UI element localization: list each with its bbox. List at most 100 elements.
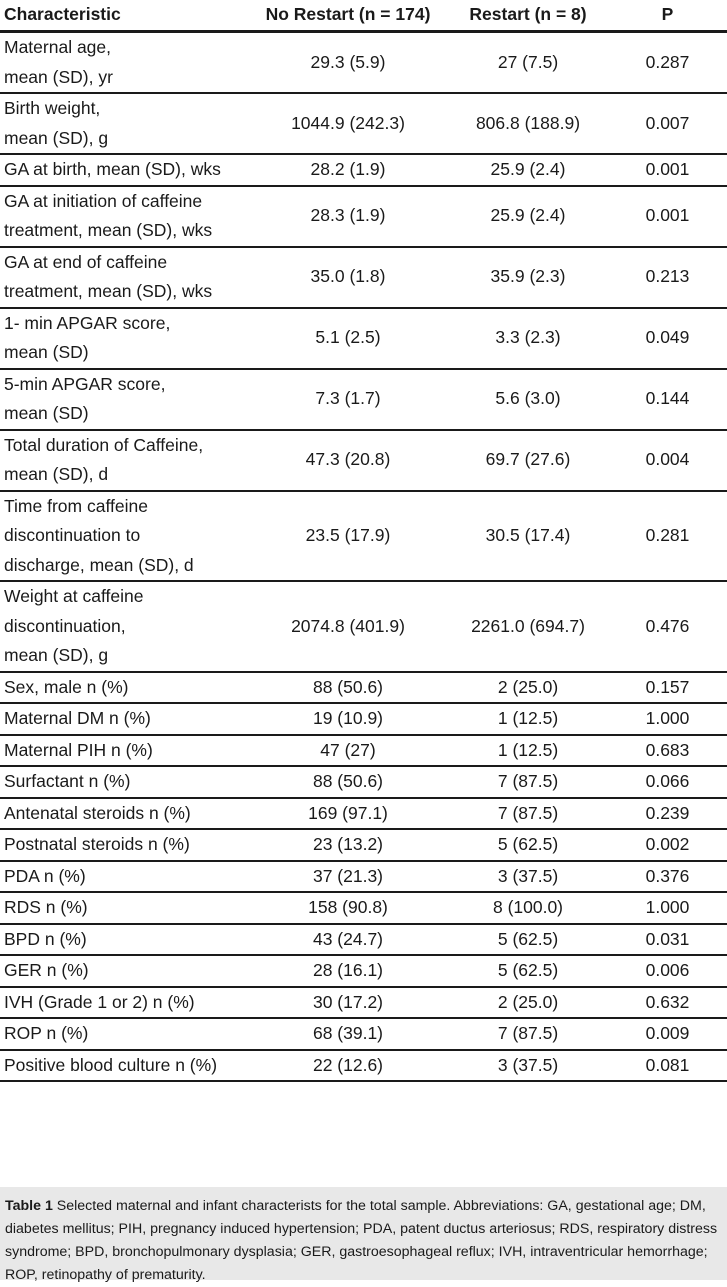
row-no-restart: 88 (50.6) [248, 671, 448, 704]
row-label: Total duration of Caffeine, mean (SD), d [0, 429, 248, 492]
row-label: 5-min APGAR score, mean (SD) [0, 368, 248, 431]
row-p-value: 0.002 [608, 829, 727, 862]
row-p-value: 0.239 [608, 797, 727, 830]
header-row: Characteristic No Restart (n = 174) Rest… [0, 0, 727, 33]
table-row: Time from caffeine discontinuation to di… [0, 490, 727, 582]
row-label: ROP n (%) [0, 1018, 248, 1051]
row-p-value: 0.287 [608, 31, 727, 94]
row-no-restart: 7.3 (1.7) [248, 368, 448, 431]
row-no-restart: 68 (39.1) [248, 1018, 448, 1051]
header-no-restart: No Restart (n = 174) [248, 0, 448, 33]
header-restart: Restart (n = 8) [448, 0, 608, 33]
table-row: Positive blood culture n (%) 22 (12.6) 3 (… [0, 1049, 727, 1082]
row-restart: 2 (25.0) [448, 986, 608, 1019]
row-label: Antenatal steroids n (%) [0, 797, 248, 830]
row-label: IVH (Grade 1 or 2) n (%) [0, 986, 248, 1019]
row-label: Weight at caffeine discontinuation, mean… [0, 581, 248, 673]
row-p-value: 0.081 [608, 1049, 727, 1082]
row-restart: 2 (25.0) [448, 671, 608, 704]
row-restart: 5.6 (3.0) [448, 368, 608, 431]
row-no-restart: 1044.9 (242.3) [248, 93, 448, 155]
row-restart: 7 (87.5) [448, 766, 608, 799]
row-restart: 27 (7.5) [448, 31, 608, 94]
row-restart: 3 (37.5) [448, 860, 608, 893]
caption-label: Table 1 [5, 1198, 53, 1214]
row-restart: 25.9 (2.4) [448, 154, 608, 187]
table-row: ROP n (%) 68 (39.1) 7 (87.5) 0.009 [0, 1018, 727, 1051]
row-p-value: 1.000 [608, 892, 727, 925]
row-no-restart: 23.5 (17.9) [248, 490, 448, 582]
row-p-value: 0.632 [608, 986, 727, 1019]
table-body: Maternal age, mean (SD), yr 29.3 (5.9) 27 … [0, 31, 727, 1082]
row-no-restart: 169 (97.1) [248, 797, 448, 830]
row-label: Positive blood culture n (%) [0, 1049, 248, 1082]
header-characteristic: Characteristic [0, 0, 248, 33]
row-label: Maternal DM n (%) [0, 703, 248, 736]
row-label: GA at end of caffeine treatment, mean (S… [0, 246, 248, 309]
row-restart: 806.8 (188.9) [448, 93, 608, 155]
row-label: GER n (%) [0, 955, 248, 988]
row-p-value: 0.376 [608, 860, 727, 893]
caption-text: Selected maternal and infant characteris… [5, 1198, 718, 1283]
table-row: Weight at caffeine discontinuation, mean… [0, 581, 727, 673]
row-label: 1- min APGAR score, mean (SD) [0, 307, 248, 370]
table-row: BPD n (%) 43 (24.7) 5 (62.5) 0.031 [0, 923, 727, 956]
row-p-value: 0.001 [608, 185, 727, 248]
row-p-value: 0.213 [608, 246, 727, 309]
row-no-restart: 43 (24.7) [248, 923, 448, 956]
row-no-restart: 23 (13.2) [248, 829, 448, 862]
row-label: Birth weight, mean (SD), g [0, 93, 248, 155]
row-restart: 2261.0 (694.7) [448, 581, 608, 673]
header-p: P [608, 0, 727, 33]
row-no-restart: 19 (10.9) [248, 703, 448, 736]
table-row: GA at birth, mean (SD), wks 28.2 (1.9) 25… [0, 154, 727, 187]
row-p-value: 0.009 [608, 1018, 727, 1051]
table-row: Antenatal steroids n (%) 169 (97.1) 7 (87.… [0, 797, 727, 830]
table-row: Maternal age, mean (SD), yr 29.3 (5.9) 27 … [0, 31, 727, 94]
row-no-restart: 22 (12.6) [248, 1049, 448, 1082]
row-label: PDA n (%) [0, 860, 248, 893]
row-restart: 35.9 (2.3) [448, 246, 608, 309]
table-row: Maternal DM n (%) 19 (10.9) 1 (12.5) 1.000 [0, 703, 727, 736]
row-no-restart: 28 (16.1) [248, 955, 448, 988]
row-no-restart: 28.3 (1.9) [248, 185, 448, 248]
table-row: GA at end of caffeine treatment, mean (S… [0, 246, 727, 309]
row-no-restart: 47.3 (20.8) [248, 429, 448, 492]
table-caption: Table 1 Selected maternal and infant cha… [0, 1187, 727, 1283]
row-label: Surfactant n (%) [0, 766, 248, 799]
row-p-value: 0.007 [608, 93, 727, 155]
row-no-restart: 5.1 (2.5) [248, 307, 448, 370]
row-p-value: 0.006 [608, 955, 727, 988]
table-row: 5-min APGAR score, mean (SD) 7.3 (1.7) 5.6… [0, 368, 727, 431]
row-restart: 7 (87.5) [448, 1018, 608, 1051]
row-restart: 3.3 (2.3) [448, 307, 608, 370]
row-label: GA at birth, mean (SD), wks [0, 154, 248, 187]
row-label: GA at initiation of caffeine treatment, … [0, 185, 248, 248]
row-no-restart: 35.0 (1.8) [248, 246, 448, 309]
table-row: GA at initiation of caffeine treatment, … [0, 185, 727, 248]
row-p-value: 0.001 [608, 154, 727, 187]
row-no-restart: 30 (17.2) [248, 986, 448, 1019]
row-label: Maternal age, mean (SD), yr [0, 31, 248, 94]
table-row: Postnatal steroids n (%) 23 (13.2) 5 (62.5… [0, 829, 727, 862]
row-no-restart: 158 (90.8) [248, 892, 448, 925]
table-row: Sex, male n (%) 88 (50.6) 2 (25.0) 0.157 [0, 671, 727, 704]
table-row: IVH (Grade 1 or 2) n (%) 30 (17.2) 2 (25.0… [0, 986, 727, 1019]
row-label: BPD n (%) [0, 923, 248, 956]
row-restart: 3 (37.5) [448, 1049, 608, 1082]
table-row: Total duration of Caffeine, mean (SD), d… [0, 429, 727, 492]
row-restart: 5 (62.5) [448, 923, 608, 956]
table-row: Maternal PIH n (%) 47 (27) 1 (12.5) 0.683 [0, 734, 727, 767]
characteristics-table: Characteristic No Restart (n = 174) Rest… [0, 0, 727, 1082]
table-row: GER n (%) 28 (16.1) 5 (62.5) 0.006 [0, 955, 727, 988]
row-no-restart: 47 (27) [248, 734, 448, 767]
table-row: 1- min APGAR score, mean (SD) 5.1 (2.5) 3.… [0, 307, 727, 370]
row-restart: 1 (12.5) [448, 703, 608, 736]
row-p-value: 0.157 [608, 671, 727, 704]
row-p-value: 0.031 [608, 923, 727, 956]
row-restart: 25.9 (2.4) [448, 185, 608, 248]
row-no-restart: 29.3 (5.9) [248, 31, 448, 94]
row-restart: 8 (100.0) [448, 892, 608, 925]
row-restart: 30.5 (17.4) [448, 490, 608, 582]
